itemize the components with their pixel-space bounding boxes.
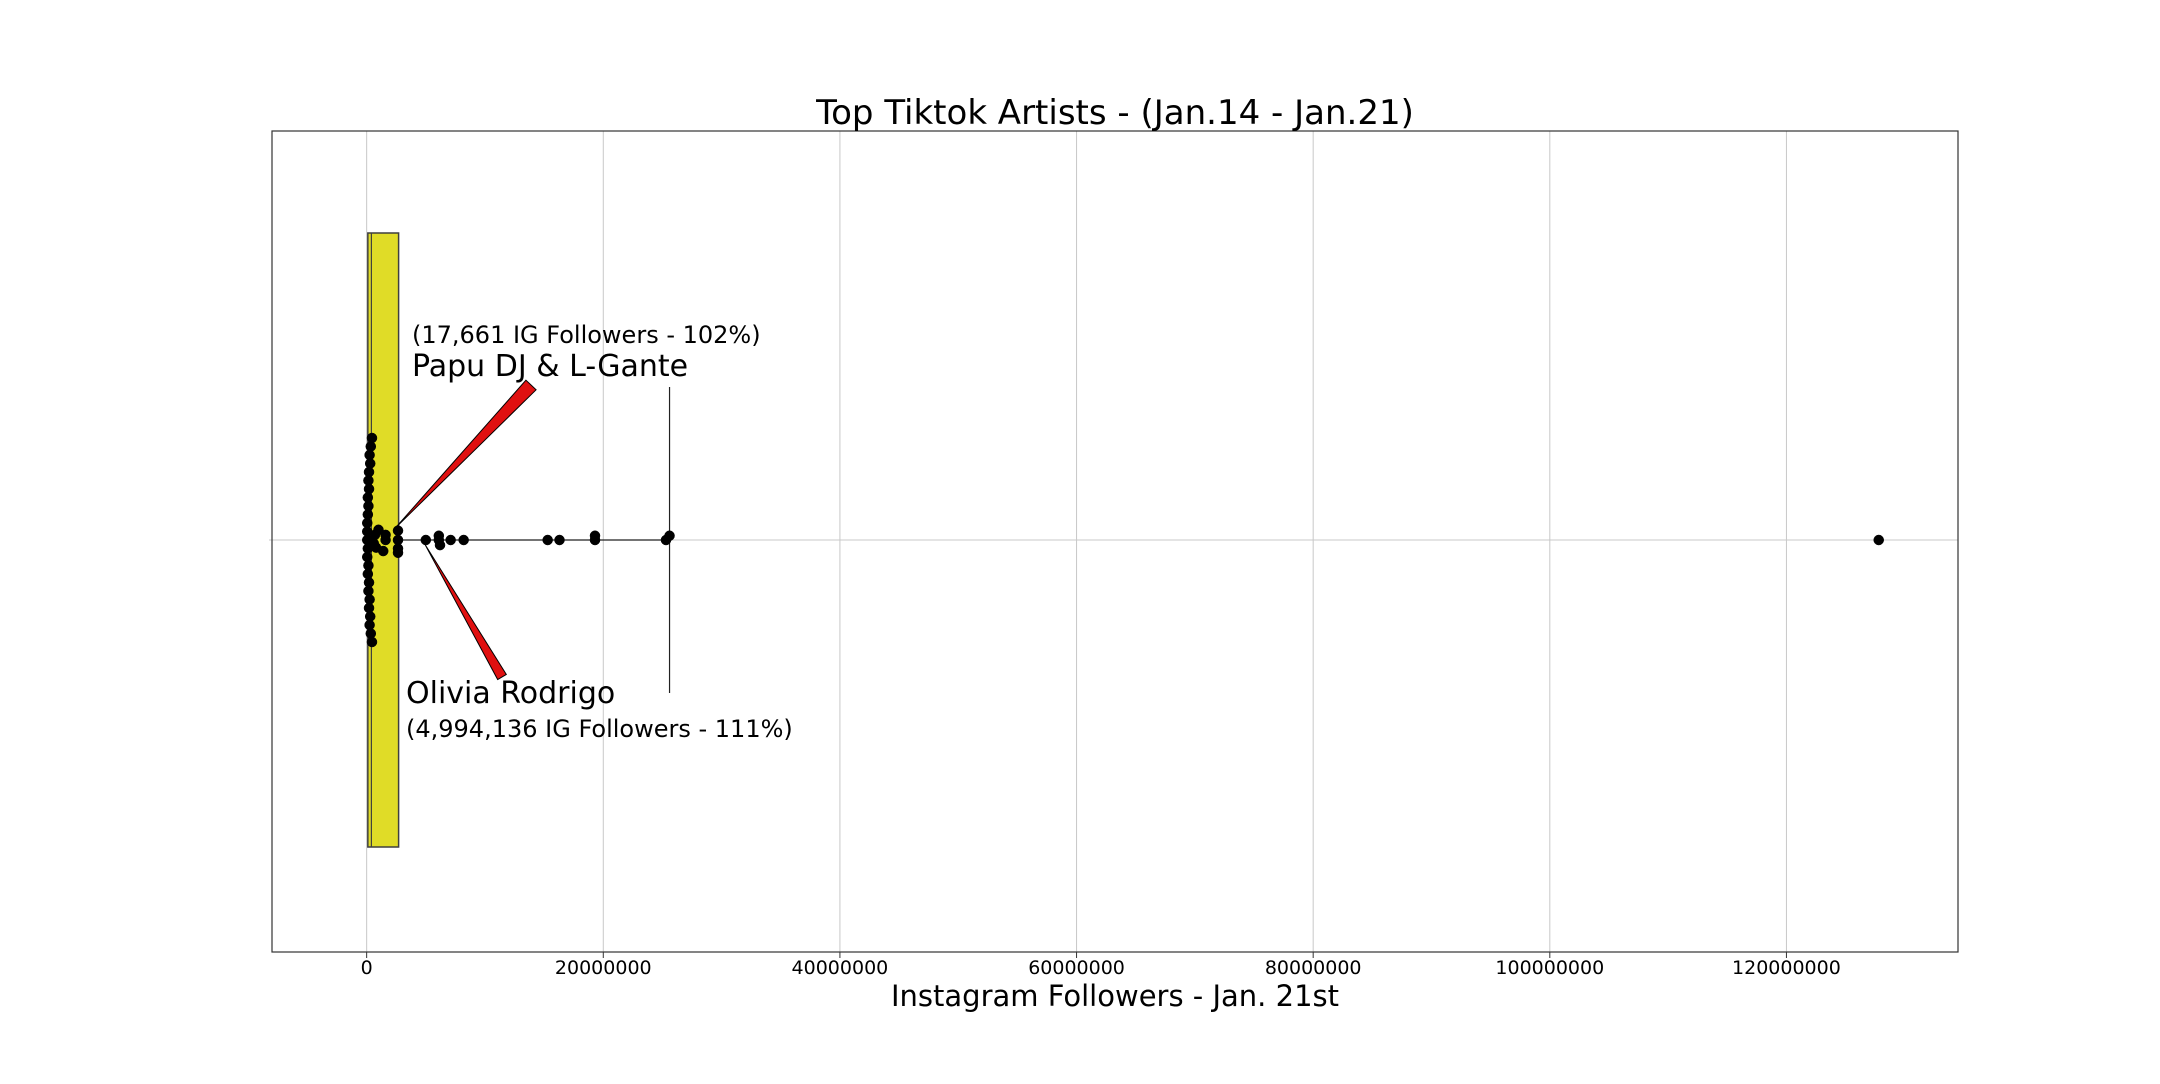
annotation-name-olivia: Olivia Rodrigo (406, 676, 615, 711)
annotation-arrow (394, 379, 537, 529)
chart-title: Top Tiktok Artists - (Jan.14 - Jan.21) (815, 93, 1414, 133)
data-point (589, 534, 601, 546)
x-tick-label: 120000000 (1732, 957, 1841, 979)
data-point (377, 545, 389, 557)
annotations-group: (17,661 IG Followers - 102%)Papu DJ & L-… (394, 321, 793, 743)
x-axis-ticks: 0 20000000 40000000 60000000 80000000 1000000… (361, 952, 1841, 979)
annotation-name-papu: Papu DJ & L-Gante (412, 349, 688, 384)
x-axis-label: Instagram Followers - Jan. 21st (891, 979, 1339, 1013)
data-point (434, 539, 446, 551)
plot-frame (271, 130, 1959, 953)
x-tick-label: 40000000 (792, 957, 889, 979)
data-point (380, 534, 391, 546)
annotation-arrow (424, 543, 508, 681)
data-point (420, 534, 432, 546)
data-point (392, 525, 404, 536)
x-tick-label: 80000000 (1265, 957, 1362, 979)
data-point (366, 636, 378, 648)
data-point (554, 534, 565, 546)
points-group (361, 432, 1884, 648)
annotation-detail-papu: (17,661 IG Followers - 102%) (412, 321, 761, 349)
data-point (458, 534, 469, 546)
data-point (664, 530, 675, 541)
data-point (445, 534, 456, 546)
data-point (542, 534, 553, 546)
x-tick-label: 100000000 (1495, 957, 1604, 979)
data-point (392, 547, 404, 558)
x-tick-label: 0 (361, 957, 373, 979)
annotation-detail-olivia: (4,994,136 IG Followers - 111%) (406, 715, 793, 743)
x-tick-label: 60000000 (1028, 957, 1125, 979)
data-point (1873, 534, 1884, 546)
x-tick-label: 20000000 (555, 957, 652, 979)
